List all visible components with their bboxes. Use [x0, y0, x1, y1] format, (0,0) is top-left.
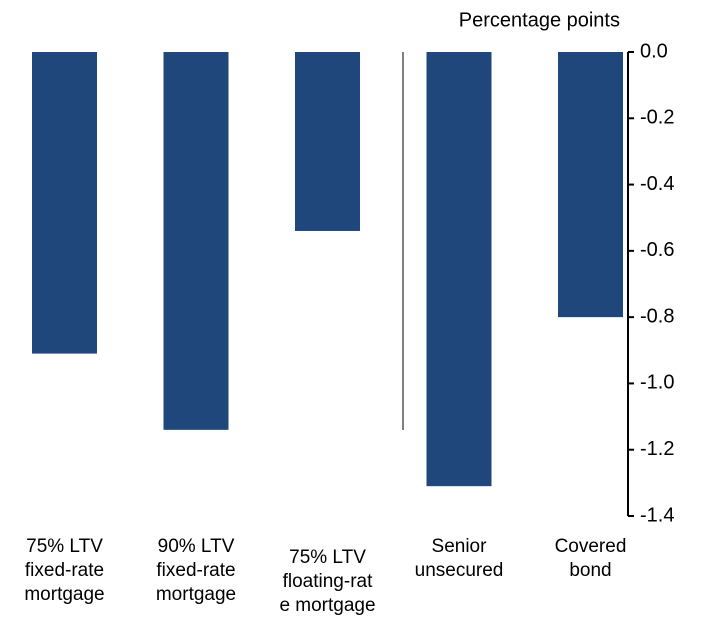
x-tick-label: 75% LTV floating-rat e mortgage — [279, 547, 376, 616]
bar — [163, 52, 229, 430]
bar — [295, 52, 360, 231]
y-tick-label: -1.2 — [640, 438, 674, 460]
bar — [426, 52, 492, 487]
axis-label: Percentage points — [459, 9, 620, 31]
y-tick-label: -0.6 — [640, 239, 674, 261]
y-tick-label: -0.4 — [640, 173, 674, 195]
y-tick-label: -0.2 — [640, 107, 674, 129]
x-tick-label: Senior unsecured — [414, 536, 504, 581]
y-tick-label: 0.0 — [640, 40, 668, 62]
y-tick-label: -0.8 — [640, 305, 674, 327]
bar — [558, 52, 623, 318]
y-tick-label: -1.4 — [640, 504, 674, 526]
y-tick-label: -1.0 — [640, 372, 674, 394]
x-tick-label: 75% LTV fixed-rate mortgage — [24, 536, 105, 605]
x-tick-label: Covered bond — [554, 536, 627, 581]
bar — [32, 52, 97, 354]
x-tick-label: 90% LTV fixed-rate mortgage — [155, 536, 237, 605]
